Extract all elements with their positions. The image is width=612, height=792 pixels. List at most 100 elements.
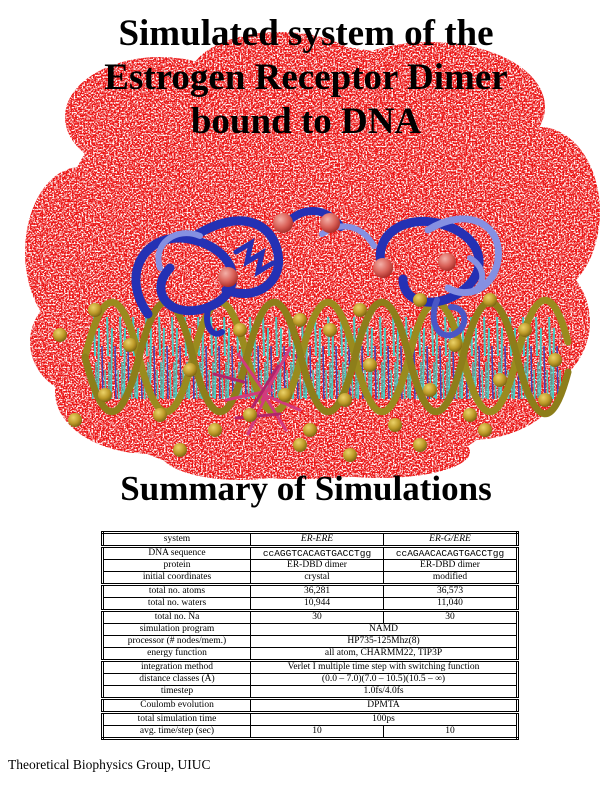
zinc-ion (273, 213, 293, 233)
sodium-ion (173, 443, 187, 457)
value-cell: (0.0 – 7.0)(7.0 – 10.5)(10.5 – ∞) (250, 673, 518, 686)
sodium-ion (353, 303, 367, 317)
sodium-ion (323, 323, 337, 337)
sodium-ion (98, 388, 112, 402)
table-row: total no. atoms 36,281 36,573 (102, 584, 518, 598)
sodium-ion (123, 338, 137, 352)
sodium-ion (363, 358, 377, 372)
row-label: avg. time/step (sec) (102, 725, 251, 739)
value-cell: ccAGAACACAGTGACCTgg (383, 546, 518, 560)
value-cell: ccAGGTCACAGTGACCTgg (250, 546, 384, 560)
table-row: initial coordinates crystal modified (102, 571, 518, 586)
sodium-ion (388, 418, 402, 432)
sodium-ion (153, 408, 167, 422)
page-title-line-1: Simulated system of the (118, 13, 494, 54)
row-label: timestep (102, 685, 251, 700)
sodium-ion (343, 448, 357, 462)
value-cell: 10,944 (250, 597, 384, 612)
value-cell: 10 (250, 725, 384, 739)
value-cell: ER-DBD dimer (383, 559, 518, 572)
page-title: Simulated system of the Estrogen Recepto… (0, 12, 612, 144)
row-label: total simulation time (102, 712, 251, 726)
table-row: total simulation time 100ps (102, 712, 518, 726)
sodium-ion (493, 373, 507, 387)
value-cell: 1.0fs/4.0fs (250, 685, 518, 700)
table-row: system ER-ERE ER-G/ERE (102, 532, 518, 548)
value-cell: 36,281 (250, 584, 384, 598)
value-cell: 36,573 (383, 584, 518, 598)
page-title-line-2: Estrogen Receptor Dimer (104, 57, 508, 98)
sodium-ion (53, 328, 67, 342)
value-cell: Verlet I multiple time step with switchi… (250, 660, 518, 674)
value-cell: all atom, CHARMM22, TIP3P (250, 647, 518, 662)
value-cell: ER-DBD dimer (250, 559, 384, 572)
footer-credit: Theoretical Biophysics Group, UIUC (8, 757, 211, 772)
value-cell: NAMD (250, 623, 518, 636)
value-cell: 100ps (250, 712, 518, 726)
sodium-ion (68, 413, 82, 427)
value-cell: 11,040 (383, 597, 518, 612)
value-cell: 30 (383, 610, 518, 624)
value-cell: modified (383, 571, 518, 586)
row-label: distance classes (Å) (102, 673, 251, 686)
value-cell: DPMTA (250, 698, 518, 714)
zinc-ion (218, 267, 238, 287)
zinc-ions (218, 213, 456, 287)
sodium-ion (538, 393, 552, 407)
value-cell: 10 (383, 725, 518, 739)
row-label: system (102, 532, 251, 548)
sodium-ion (243, 408, 257, 422)
sodium-ion (233, 323, 247, 337)
sodium-ions (53, 293, 562, 462)
dna-helix (81, 296, 572, 418)
value-cell: crystal (250, 571, 384, 586)
sodium-ion (338, 393, 352, 407)
sodium-ion (448, 338, 462, 352)
sodium-ion (293, 313, 307, 327)
value-cell: ER-ERE (250, 532, 384, 548)
row-label: processor (# nodes/mem.) (102, 635, 251, 648)
row-label: protein (102, 559, 251, 572)
sodium-ion (88, 303, 102, 317)
zinc-ion (373, 258, 393, 278)
sodium-ion (478, 423, 492, 437)
sodium-ion (413, 438, 427, 452)
table-row: total no. waters 10,944 11,040 (102, 597, 518, 612)
sodium-ion (293, 438, 307, 452)
sodium-ion (208, 423, 222, 437)
sodium-ion (278, 388, 292, 402)
value-cell: 30 (250, 610, 384, 624)
table-row: processor (# nodes/mem.) HP735-125Mhz(8) (102, 635, 518, 648)
table-row: distance classes (Å) (0.0 – 7.0)(7.0 – 1… (102, 673, 518, 686)
row-label: simulation program (102, 623, 251, 636)
table-row: protein ER-DBD dimer ER-DBD dimer (102, 559, 518, 572)
molecular-figure (25, 32, 600, 480)
row-label: DNA sequence (102, 546, 251, 560)
table-row: timestep 1.0fs/4.0fs (102, 685, 518, 700)
row-label: total no. Na (102, 610, 251, 624)
row-label: initial coordinates (102, 571, 251, 586)
sodium-ion (463, 408, 477, 422)
zinc-ion (320, 213, 340, 233)
simulations-table: system ER-ERE ER-G/ERE DNA sequence ccAG… (101, 531, 519, 740)
highlight-site (212, 346, 302, 436)
page-title-line-3: bound to DNA (190, 101, 422, 142)
table-row: Coulomb evolution DPMTA (102, 698, 518, 714)
sodium-ion (303, 423, 317, 437)
row-label: total no. waters (102, 597, 251, 612)
table-row: DNA sequence ccAGGTCACAGTGACCTgg ccAGAAC… (102, 546, 518, 560)
summary-heading: Summary of Simulations (120, 469, 492, 508)
sodium-ion (423, 383, 437, 397)
table-row: total no. Na 30 30 (102, 610, 518, 624)
row-label: total no. atoms (102, 584, 251, 598)
table-row: integration method Verlet I multiple tim… (102, 660, 518, 674)
sodium-ion (483, 293, 497, 307)
value-cell: HP735-125Mhz(8) (250, 635, 518, 648)
sodium-ion (413, 293, 427, 307)
sodium-ion (548, 353, 562, 367)
sodium-ion (518, 323, 532, 337)
value-cell: ER-G/ERE (383, 532, 518, 548)
table-row: simulation program NAMD (102, 623, 518, 636)
table-row: avg. time/step (sec) 10 10 (102, 725, 518, 739)
